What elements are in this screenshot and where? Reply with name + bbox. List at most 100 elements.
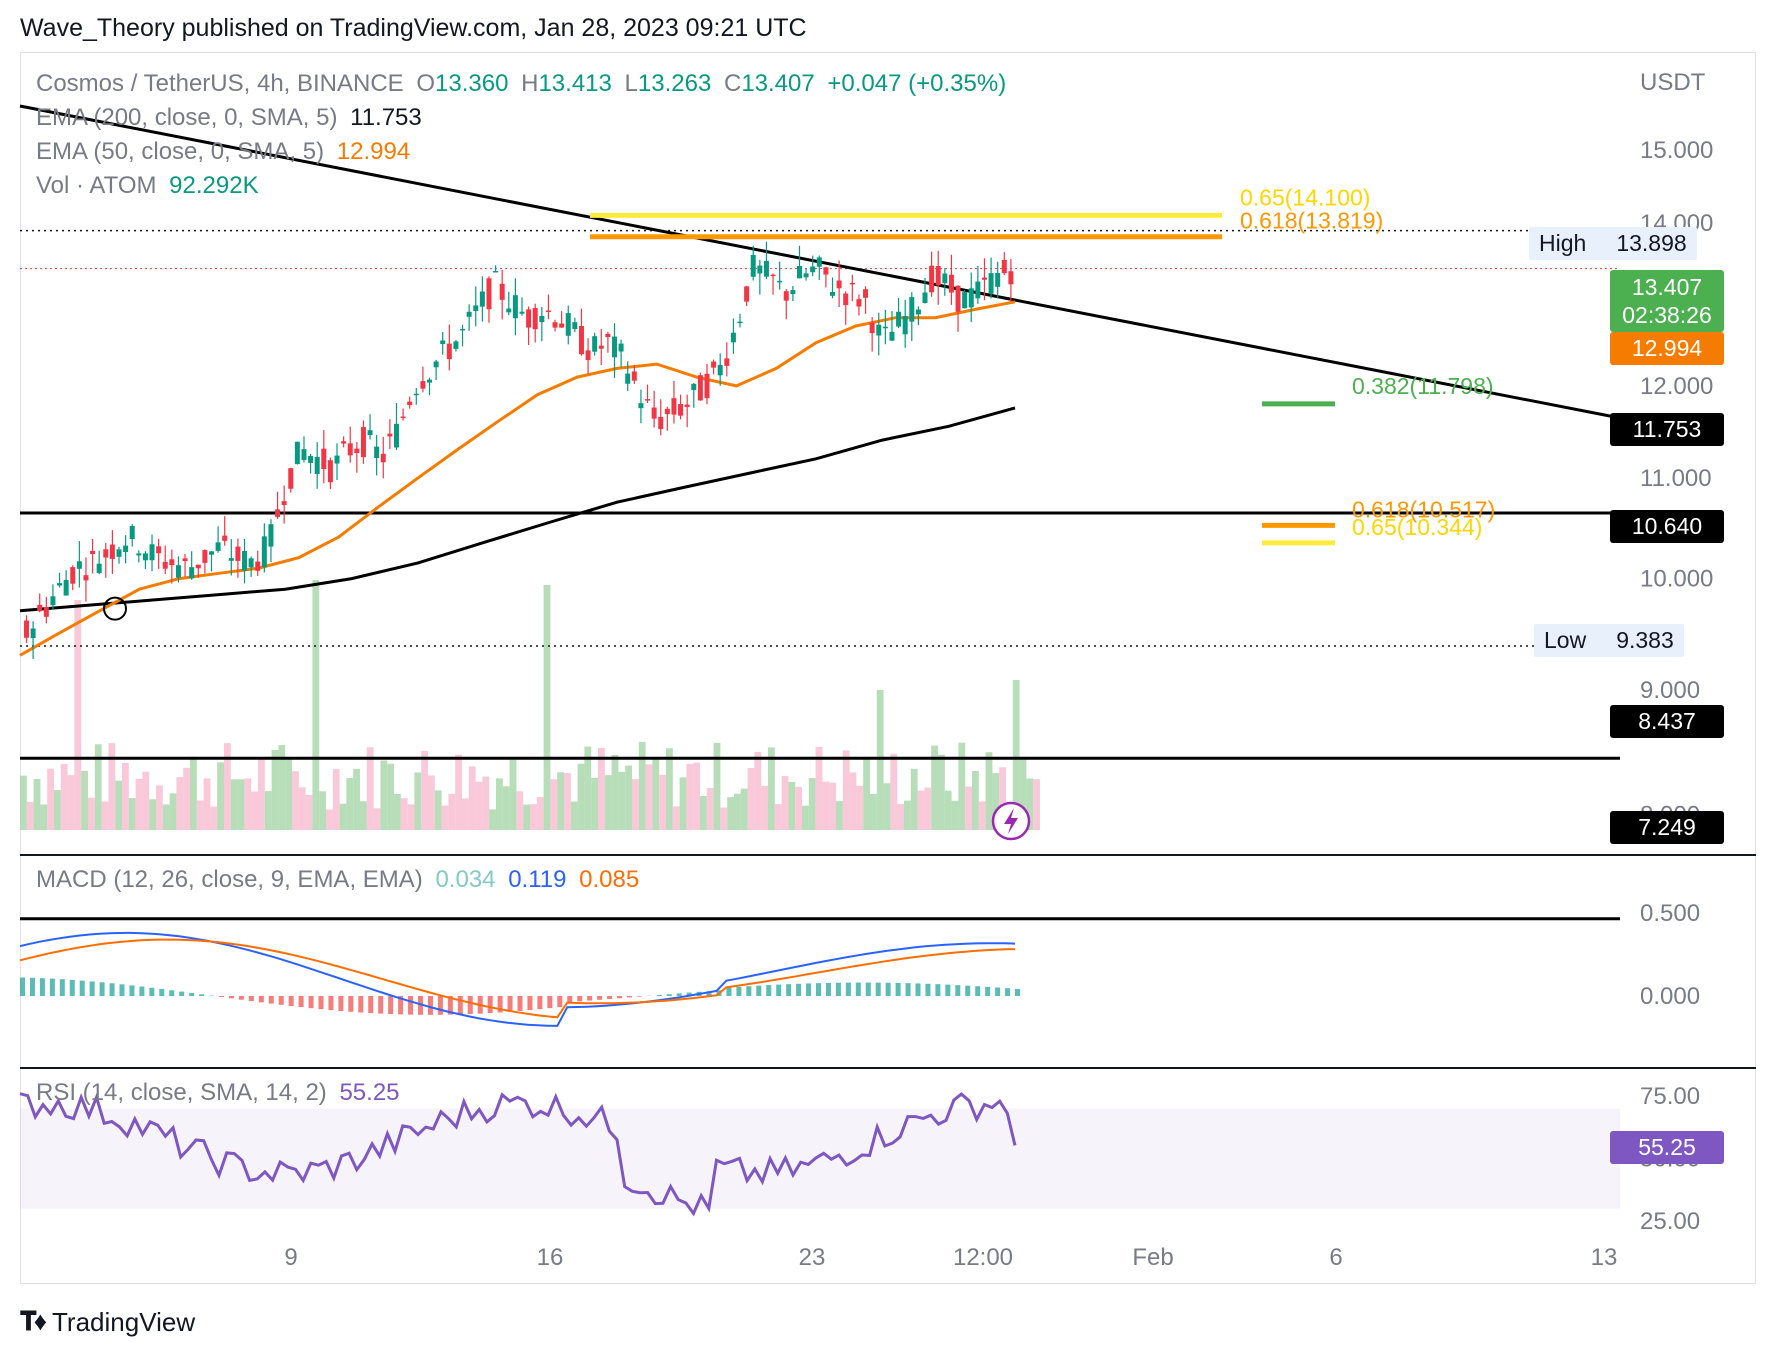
candle-body — [400, 416, 406, 419]
macd-signal-value: 0.085 — [579, 866, 640, 893]
candle-body — [981, 277, 987, 280]
volume-bar — [550, 779, 558, 830]
ema200-line — [19, 406, 1016, 613]
volume-bar — [734, 793, 741, 830]
candle-body — [440, 340, 446, 345]
candle-body — [962, 292, 968, 309]
candle-body — [393, 423, 399, 448]
chart-canvas[interactable]: 0.65(14.100)0.618(13.819) 0.382(11.798) 0.… — [0, 0, 1772, 1300]
volume-bar — [740, 788, 748, 830]
macd-histogram-bar — [268, 996, 274, 1004]
candle-body — [823, 267, 829, 275]
candle-body — [407, 401, 413, 406]
volume-bar — [618, 771, 626, 830]
candle-body — [526, 309, 532, 328]
volume-bar — [258, 757, 265, 830]
macd-histogram-bar — [796, 983, 802, 996]
candle-body — [512, 295, 518, 319]
volume-bar — [713, 742, 721, 830]
macd-tick-label: 0.500 — [1640, 900, 1700, 927]
volume-bar — [230, 779, 238, 830]
candle-body — [433, 361, 439, 368]
candlestick-series — [24, 241, 1014, 659]
candle-body — [327, 460, 333, 483]
candle-body — [711, 361, 717, 368]
low-tag: Low 9.383 — [1534, 624, 1684, 657]
volume-bar — [264, 791, 272, 830]
candle-body — [136, 553, 142, 556]
macd-histogram-bar — [746, 986, 752, 996]
vol-value: 92.292K — [169, 172, 259, 199]
candle-body — [123, 545, 129, 553]
volume-bar — [88, 797, 95, 830]
candle-body — [380, 453, 386, 463]
high-label: H — [521, 70, 539, 97]
macd-histogram-bar — [149, 987, 155, 996]
volume-bar — [108, 743, 116, 830]
tradingview-logo-icon: 𝐓♦ — [20, 1306, 47, 1336]
macd-histogram-bar — [995, 987, 1001, 996]
close-value: 13.407 — [741, 70, 815, 97]
volume-bar — [1033, 779, 1040, 830]
volume-bar — [81, 770, 88, 830]
macd-histogram-bar — [656, 994, 662, 996]
low-value: 13.263 — [637, 70, 712, 97]
macd-histogram-bar — [109, 983, 115, 996]
candle-body — [783, 291, 789, 301]
candle-body — [744, 286, 750, 302]
legend-rsi[interactable]: RSI (14, close, SMA, 14, 2) 55.25 — [36, 1079, 406, 1107]
vol-label: Vol · ATOM — [36, 172, 157, 199]
candle-body — [294, 441, 300, 465]
macd-histogram-bar — [706, 991, 712, 996]
legend-ema50[interactable]: EMA (50, close, 0, SMA, 5) 12.994 — [36, 138, 416, 166]
change-value: +0.047 (+0.35%) — [827, 70, 1007, 97]
candle-body — [156, 546, 162, 554]
candle-body — [605, 333, 611, 338]
chart-frame[interactable] — [20, 52, 1756, 1284]
volume-bar — [115, 780, 122, 830]
candle-body — [268, 524, 274, 547]
candle-body — [869, 322, 875, 334]
volume-bar — [978, 801, 986, 830]
candle-body — [228, 558, 234, 561]
volume-bar — [604, 775, 612, 830]
volume-bar — [1019, 757, 1027, 830]
candle-body — [499, 283, 505, 300]
macd-histogram-bar — [686, 992, 692, 996]
volume-bar — [985, 752, 993, 830]
macd-histogram-bar — [786, 984, 792, 996]
candle-body — [347, 443, 353, 456]
candle-body — [770, 274, 776, 277]
candle-body — [242, 550, 248, 571]
ema-cross-marker — [103, 596, 127, 621]
macd-histogram-bar — [607, 996, 613, 1000]
candle-body — [420, 381, 426, 389]
legend-volume[interactable]: Vol · ATOM 92.292K — [36, 172, 265, 200]
macd-histogram-bar — [547, 996, 553, 1009]
volume-bar — [394, 793, 401, 830]
volume-bar — [414, 772, 422, 830]
macd-histogram-bar — [398, 996, 404, 1015]
volume-bar — [149, 799, 156, 830]
volume-bar — [54, 790, 61, 830]
candle-body — [849, 282, 855, 285]
candle-body — [57, 583, 63, 586]
macd-histogram-bar — [617, 996, 622, 999]
macd-histogram-bar — [875, 982, 881, 996]
legend-ema200[interactable]: EMA (200, close, 0, SMA, 5) 11.753 — [36, 104, 428, 132]
candle-body — [506, 308, 512, 313]
price-tick-label: 9.000 — [1640, 677, 1700, 704]
time-tick-label: 16 — [537, 1244, 564, 1271]
time-tick-label: 23 — [799, 1244, 826, 1271]
macd-histogram-bar — [1015, 988, 1020, 996]
macd-histogram-bar — [388, 996, 394, 1015]
legend-macd[interactable]: MACD (12, 26, close, 9, EMA, EMA) 0.034 … — [36, 866, 645, 894]
volume-bar — [278, 745, 286, 830]
macd-histogram-bar — [69, 979, 75, 996]
price-tick-label: 12.000 — [1640, 373, 1713, 400]
candle-body — [651, 407, 657, 419]
volume-bar — [815, 746, 823, 830]
volume-bar — [856, 785, 864, 830]
volume-bar — [40, 804, 48, 830]
macd-histogram-bar — [258, 996, 264, 1003]
